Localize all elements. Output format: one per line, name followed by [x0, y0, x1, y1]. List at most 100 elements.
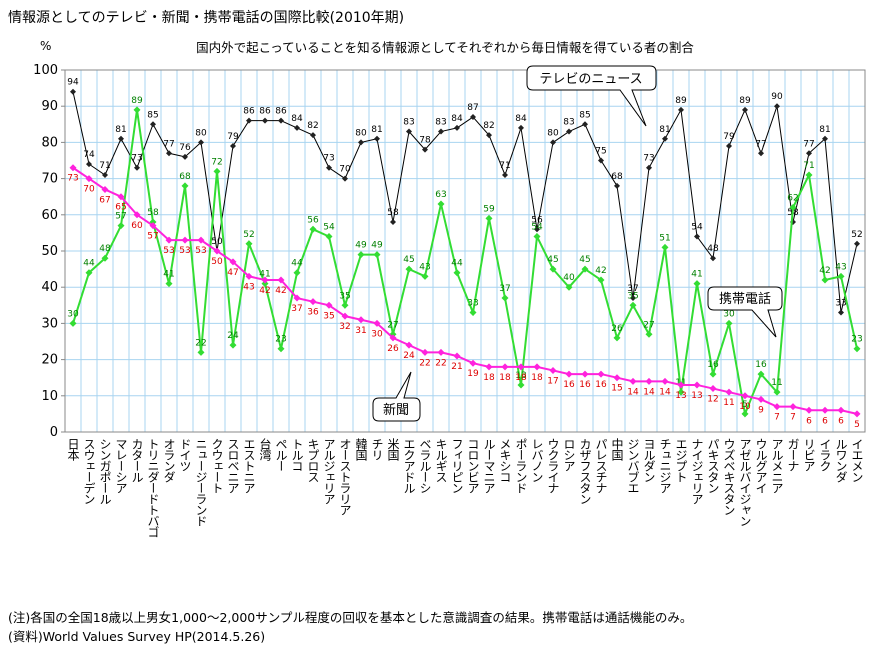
x-tick-label: ウクライナ: [546, 438, 560, 494]
data-label: 14: [627, 387, 639, 397]
data-label: 35: [339, 291, 350, 301]
data-point: [838, 309, 844, 316]
data-label: 6: [822, 416, 828, 426]
data-label: 73: [131, 154, 142, 164]
data-point: [213, 247, 221, 255]
x-tick-label: スロベニア: [226, 438, 240, 494]
data-point: [853, 345, 861, 353]
x-tick-label: 韓国: [354, 438, 368, 461]
data-label: 32: [339, 322, 350, 332]
data-point: [517, 381, 525, 389]
x-tick-label: ベラルーシ: [418, 438, 432, 493]
data-point: [310, 132, 316, 139]
x-tick-label: クウェート: [210, 438, 224, 493]
data-label: 14: [659, 387, 671, 397]
data-label: 26: [387, 344, 399, 354]
data-label: 90: [771, 92, 783, 102]
data-point: [742, 106, 748, 113]
data-point: [758, 150, 764, 157]
data-label: 35: [323, 311, 334, 321]
data-point: [661, 243, 669, 251]
data-point: [725, 388, 733, 396]
data-label: 80: [195, 128, 207, 138]
data-label: 41: [163, 270, 174, 280]
data-label: 54: [323, 223, 335, 233]
data-point: [502, 171, 508, 178]
x-tick-label: カタール: [130, 438, 144, 482]
data-point: [821, 276, 829, 284]
data-label: 41: [259, 270, 270, 280]
data-point: [277, 276, 285, 284]
data-point: [645, 377, 653, 385]
data-label: 63: [435, 190, 446, 200]
data-label: 44: [83, 259, 95, 269]
data-point: [710, 255, 716, 262]
data-point: [278, 117, 284, 124]
data-label: 14: [643, 387, 655, 397]
data-label: 27: [387, 320, 398, 330]
y-tick-label: 90: [41, 99, 58, 114]
data-point: [533, 233, 541, 241]
data-label: 73: [67, 174, 78, 184]
data-point: [549, 366, 557, 374]
data-label: 81: [115, 125, 126, 135]
data-label: 30: [723, 309, 735, 319]
data-label: 42: [819, 266, 830, 276]
data-label: 18: [531, 373, 543, 383]
data-point: [261, 280, 269, 288]
data-point: [726, 143, 732, 150]
data-point: [181, 182, 189, 190]
data-label: 54: [531, 223, 543, 233]
x-tick-label: 米国: [386, 438, 400, 461]
data-point: [518, 124, 524, 131]
data-point: [245, 240, 253, 248]
data-point: [582, 121, 588, 128]
x-tick-label: アルジェリア: [322, 438, 336, 505]
x-tick-label: エストニア: [242, 438, 256, 494]
data-label: 85: [579, 110, 590, 120]
data-label: 27: [643, 320, 654, 330]
data-label: 16: [579, 380, 591, 390]
data-point: [581, 265, 589, 273]
data-point: [277, 345, 285, 353]
x-tick-label: ジンバブエ: [626, 438, 640, 493]
data-point: [86, 161, 92, 168]
data-label: 5: [742, 400, 748, 410]
data-label: 37: [627, 284, 638, 294]
data-label: 52: [243, 230, 254, 240]
data-label: 17: [547, 376, 558, 386]
data-point: [70, 88, 76, 95]
callout: テレビのニュース: [526, 65, 657, 127]
data-point: [405, 265, 413, 273]
data-point: [789, 403, 797, 411]
data-point: [101, 254, 109, 262]
data-point: [117, 222, 125, 230]
plot-border: [64, 69, 866, 433]
data-label: 13: [515, 371, 526, 381]
data-point: [406, 128, 412, 135]
data-label: 78: [419, 136, 431, 146]
data-point: [613, 374, 621, 382]
data-label: 77: [803, 139, 814, 149]
data-point: [389, 334, 397, 342]
y-tick-label: 70: [41, 172, 58, 187]
y-tick-label: 100: [33, 63, 58, 78]
data-label: 45: [403, 255, 414, 265]
data-label: 11: [723, 398, 734, 408]
data-point: [405, 341, 413, 349]
data-point: [662, 135, 668, 142]
data-point: [358, 139, 364, 146]
data-label: 68: [179, 172, 191, 182]
data-label: 16: [563, 380, 575, 390]
y-tick-label: 40: [41, 280, 58, 295]
data-label: 44: [451, 259, 463, 269]
data-point: [469, 309, 477, 317]
data-label: 73: [323, 154, 334, 164]
x-tick-label: スウェーデン: [82, 438, 96, 504]
y-tick-label: 0: [50, 425, 58, 440]
data-point: [533, 363, 541, 371]
data-point: [550, 139, 556, 146]
data-label: 83: [563, 118, 574, 128]
data-label: 89: [739, 96, 751, 106]
x-tick-label: 日本: [66, 438, 80, 462]
